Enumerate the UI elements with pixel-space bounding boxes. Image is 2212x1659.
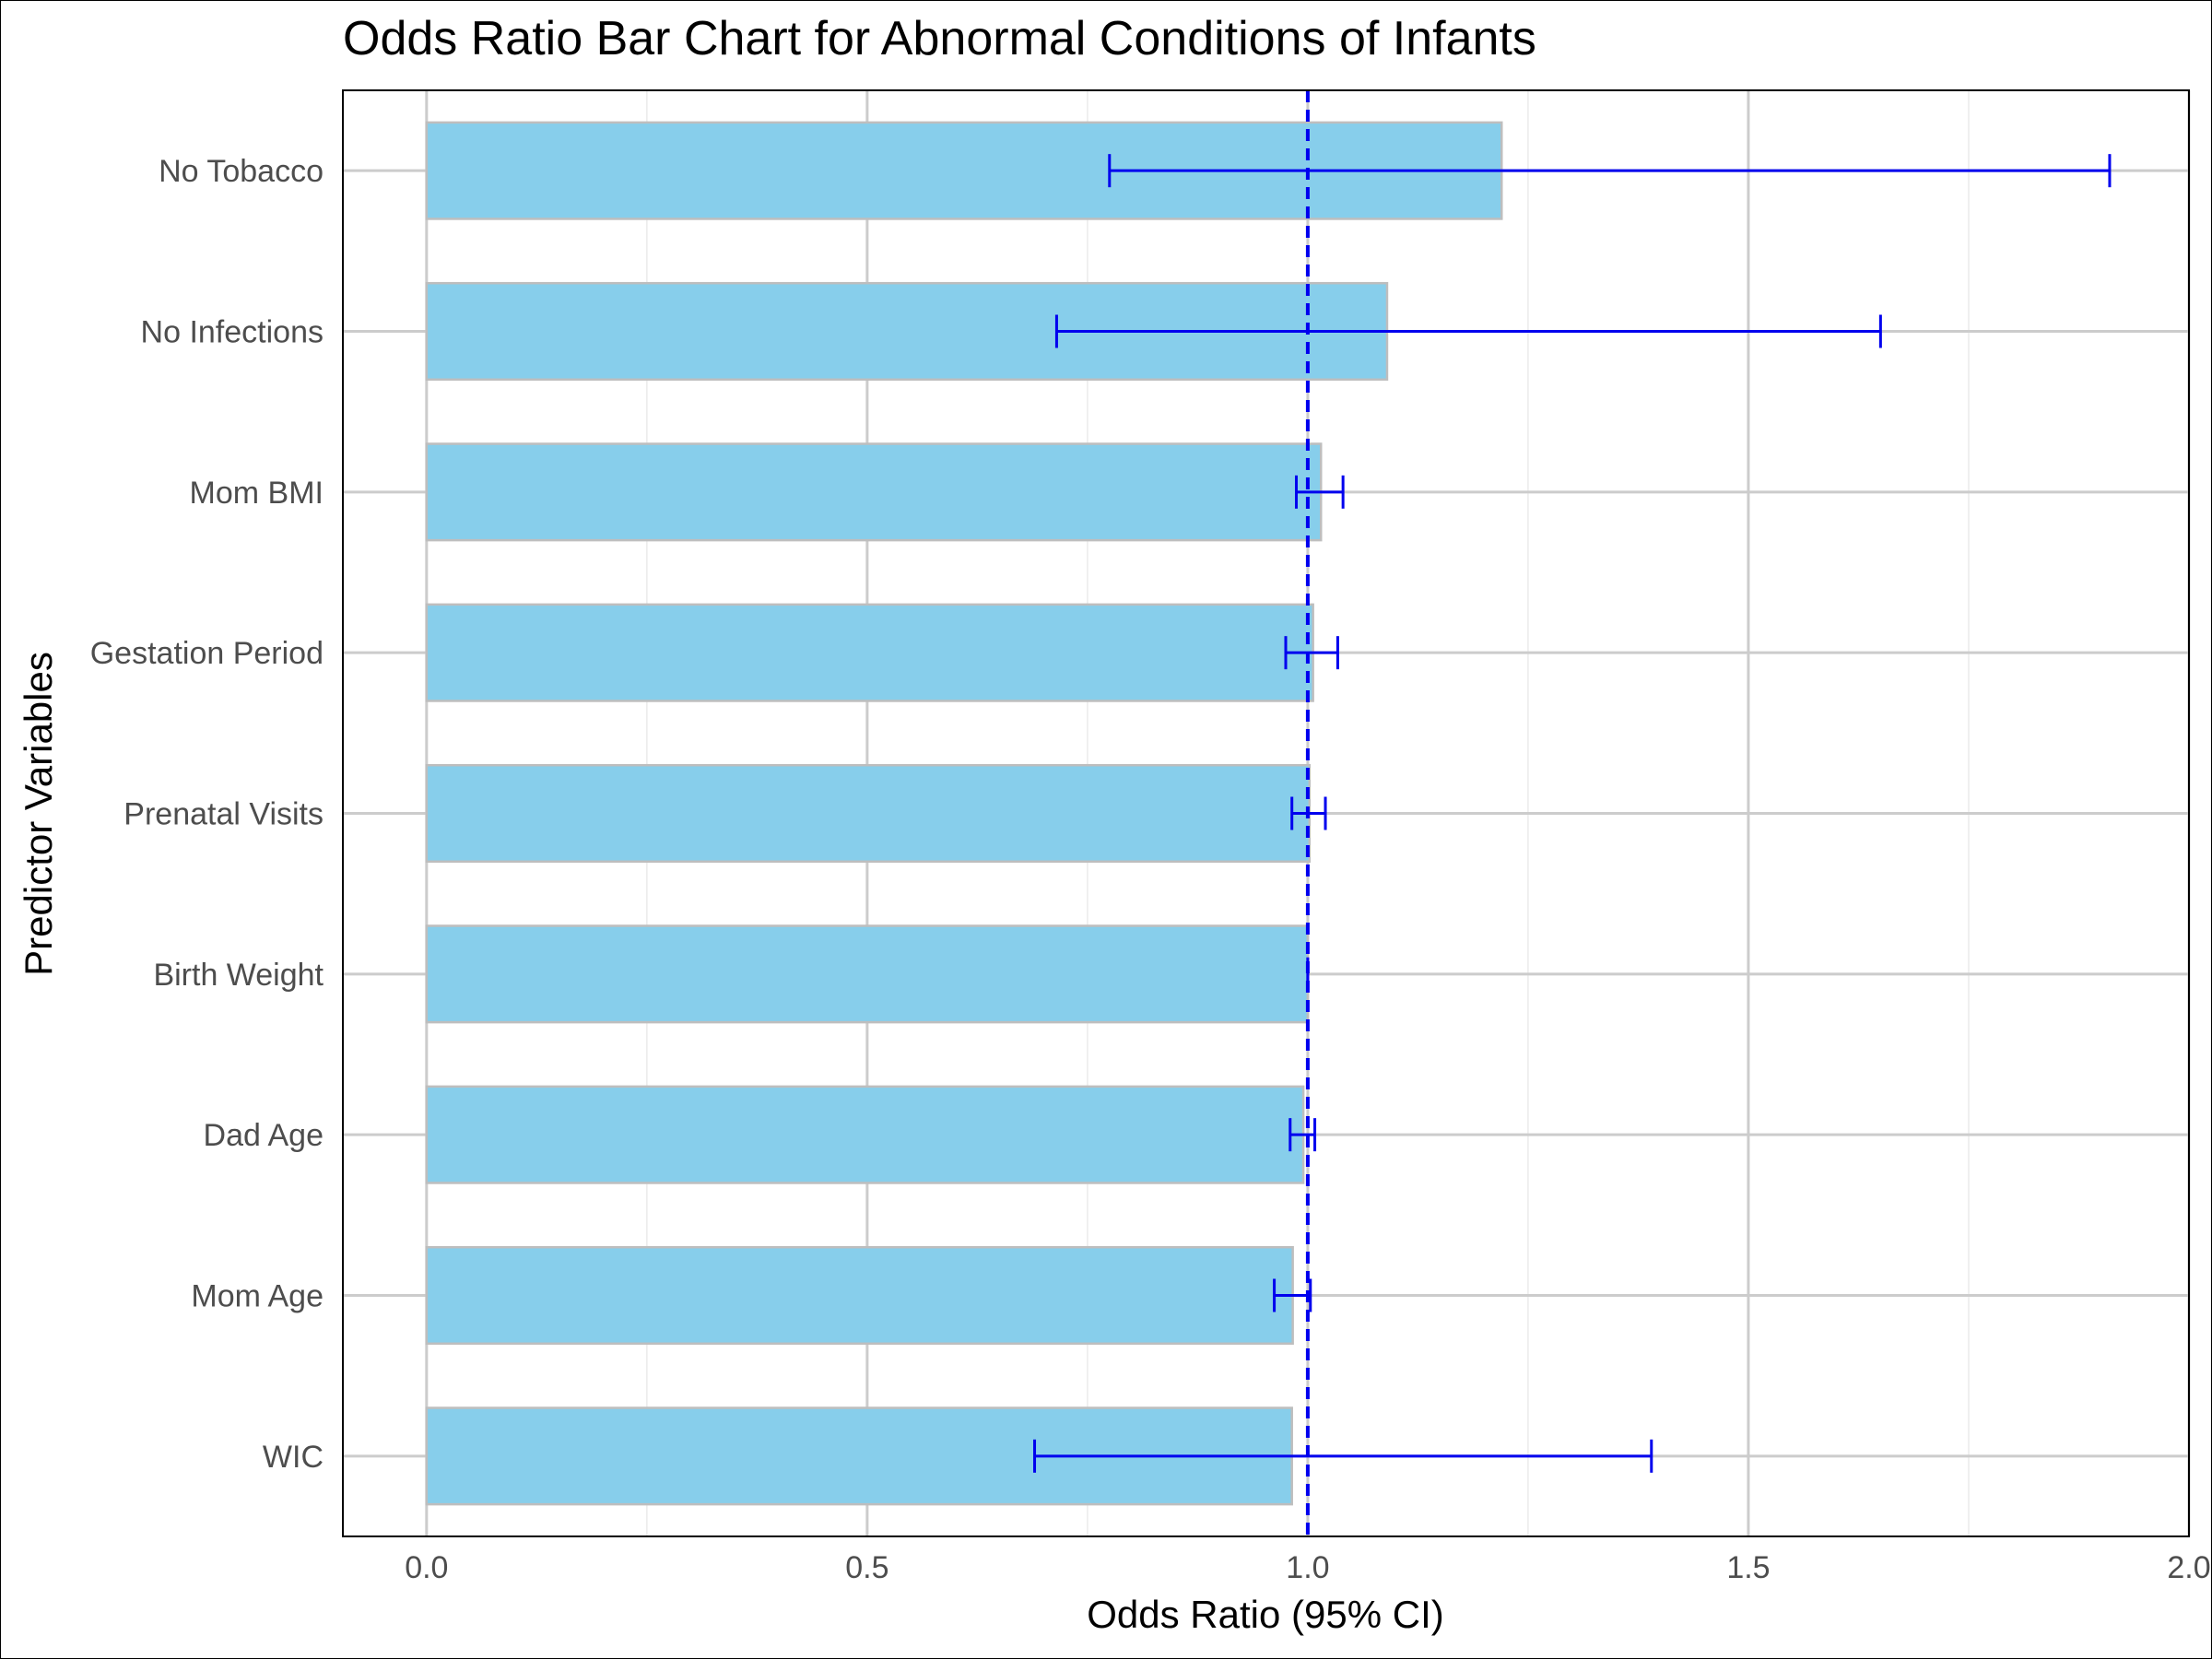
x-axis-title: Odds Ratio (95% CI) bbox=[1087, 1593, 1443, 1636]
bar bbox=[425, 763, 1312, 864]
y-axis-title: Predictor Variables bbox=[17, 652, 60, 976]
y-tick-label: Dad Age bbox=[204, 1118, 324, 1153]
error-bar bbox=[1288, 1118, 1317, 1152]
x-tick-label: 1.5 bbox=[1726, 1550, 1770, 1585]
bar bbox=[425, 442, 1323, 542]
y-tick-label: WIC bbox=[263, 1440, 324, 1475]
error-bar bbox=[1273, 1278, 1312, 1312]
x-tick-label: 1.0 bbox=[1286, 1550, 1329, 1585]
y-tick-label: Mom BMI bbox=[190, 476, 324, 511]
bar bbox=[425, 924, 1310, 1024]
plot-panel: 0.0 0.5 1.0 1.5 2.0 No Tobacco No Infections Mo… bbox=[90, 89, 2211, 1585]
bar bbox=[425, 1085, 1305, 1184]
error-bar bbox=[1054, 314, 1882, 348]
y-tick-label: Mom Age bbox=[191, 1279, 324, 1314]
bar bbox=[425, 1245, 1294, 1346]
chart-title: Odds Ratio Bar Chart for Abnormal Condit… bbox=[343, 12, 1536, 65]
x-tick-label: 0.0 bbox=[405, 1550, 448, 1585]
x-tick-label: 0.5 bbox=[845, 1550, 888, 1585]
y-tick-label: Birth Weight bbox=[153, 958, 324, 993]
y-tick-label: No Infections bbox=[141, 315, 324, 350]
error-bar bbox=[1284, 636, 1339, 670]
bar bbox=[425, 603, 1314, 702]
x-tick-label: 2.0 bbox=[2167, 1550, 2210, 1585]
y-tick-label: Prenatal Visits bbox=[124, 797, 324, 832]
plot-border bbox=[342, 89, 2190, 1537]
error-bar bbox=[1294, 475, 1345, 509]
y-tick-label: No Tobacco bbox=[159, 154, 324, 189]
error-bar bbox=[1033, 1439, 1653, 1473]
error-bar bbox=[1108, 154, 2112, 188]
y-tick-label: Gestation Period bbox=[90, 636, 324, 671]
